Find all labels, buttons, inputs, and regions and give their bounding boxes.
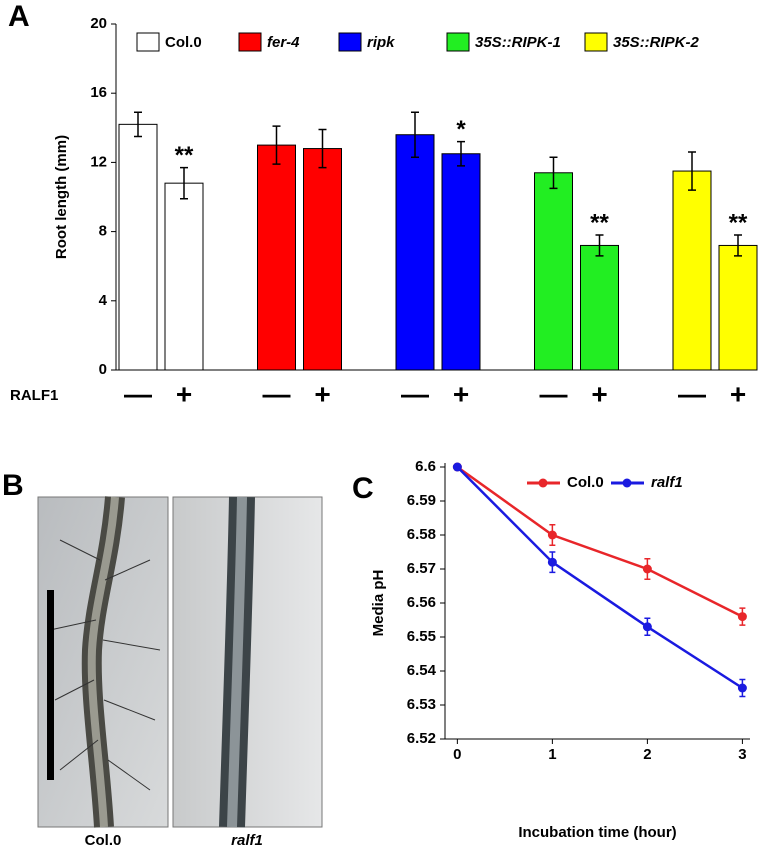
- point: [452, 462, 462, 472]
- legend-label: ripk: [367, 34, 395, 51]
- legend-swatch: [446, 32, 470, 52]
- legend-label: 35S::RIPK-2: [613, 34, 700, 51]
- error-bar: [457, 140, 465, 167]
- bar: [164, 182, 204, 371]
- bar: [672, 170, 712, 371]
- treatment-tick: —: [124, 378, 152, 409]
- legend-label: ralf1: [651, 474, 683, 491]
- y-tick-label: 20: [90, 15, 107, 32]
- treatment-tick: —: [540, 378, 568, 409]
- treatment-tick: +: [176, 378, 192, 409]
- y-tick-label: 6.56: [407, 594, 436, 611]
- significance: **: [175, 142, 194, 169]
- error-bar: [318, 128, 327, 169]
- panel-label: B: [2, 469, 24, 502]
- bar: [441, 153, 481, 371]
- point: [547, 530, 557, 540]
- bar: [395, 134, 435, 371]
- x-tick-label: 2: [643, 746, 651, 763]
- error-bar: [595, 234, 604, 257]
- y-tick-label: 6.52: [407, 730, 436, 747]
- point: [642, 564, 652, 574]
- bar: [257, 144, 296, 371]
- y-tick-label: 6.55: [407, 628, 436, 645]
- legend-marker: [622, 478, 632, 488]
- y-tick-label: 4: [99, 292, 108, 309]
- legend-swatch: [136, 32, 160, 52]
- treatment-tick: +: [314, 378, 330, 409]
- error-bar: [411, 111, 419, 158]
- point: [547, 557, 557, 567]
- y-tick-label: 6.59: [407, 492, 436, 509]
- treatment-tick: +: [730, 378, 746, 409]
- x-axis-title: RALF1: [10, 387, 58, 404]
- line: [456, 466, 744, 690]
- treatment-tick: —: [263, 378, 291, 409]
- panel-label: A: [8, 0, 30, 33]
- y-tick-label: 6.53: [407, 696, 436, 713]
- bar: [718, 244, 758, 371]
- bar: [118, 123, 158, 371]
- treatment-tick: —: [678, 378, 706, 409]
- point: [737, 683, 747, 693]
- point: [737, 612, 747, 622]
- legend-marker: [538, 478, 548, 488]
- micrograph: [37, 496, 169, 828]
- line: [456, 465, 743, 618]
- legend-label: 35S::RIPK-1: [475, 34, 561, 51]
- micrograph-label: ralf1: [231, 832, 263, 846]
- x-axis-title: Incubation time (hour): [518, 824, 676, 841]
- error-bar: [272, 125, 281, 165]
- bar: [303, 148, 342, 371]
- y-tick-label: 6.58: [407, 526, 436, 543]
- y-tick-label: 6.6: [415, 458, 436, 475]
- x-tick-label: 0: [453, 746, 461, 763]
- error-bar: [134, 111, 142, 138]
- error-bar: [734, 234, 742, 257]
- x-tick-label: 1: [548, 746, 556, 763]
- bar: [580, 244, 619, 371]
- y-tick-label: 8: [99, 223, 107, 240]
- legend-label: fer-4: [267, 34, 300, 51]
- bar: [534, 172, 573, 371]
- y-tick-label: 12: [90, 153, 107, 170]
- error-bar: [549, 156, 558, 190]
- error-bar: [180, 166, 188, 200]
- treatment-tick: —: [401, 378, 429, 409]
- y-tick-label: 6.57: [407, 560, 436, 577]
- y-tick-label: 6.54: [407, 662, 437, 679]
- treatment-tick: +: [453, 378, 469, 409]
- significance: *: [456, 116, 466, 143]
- treatment-tick: +: [591, 378, 607, 409]
- y-tick-label: 0: [99, 361, 107, 378]
- legend-label: Col.0: [567, 474, 604, 491]
- x-tick-label: 3: [738, 746, 746, 763]
- y-axis-title: Media pH: [370, 570, 387, 637]
- legend-swatch: [238, 32, 262, 52]
- error-bar: [688, 151, 696, 191]
- significance: **: [590, 209, 609, 236]
- legend-swatch: [584, 32, 608, 52]
- y-tick-label: 16: [90, 84, 107, 101]
- y-axis-title: Root length (mm): [53, 135, 70, 259]
- micrograph: [172, 496, 323, 828]
- point: [642, 622, 652, 632]
- legend-label: Col.0: [165, 34, 202, 51]
- panel-label: C: [352, 472, 374, 505]
- micrograph-label: Col.0: [85, 832, 122, 846]
- significance: **: [729, 209, 748, 236]
- legend-swatch: [338, 32, 362, 52]
